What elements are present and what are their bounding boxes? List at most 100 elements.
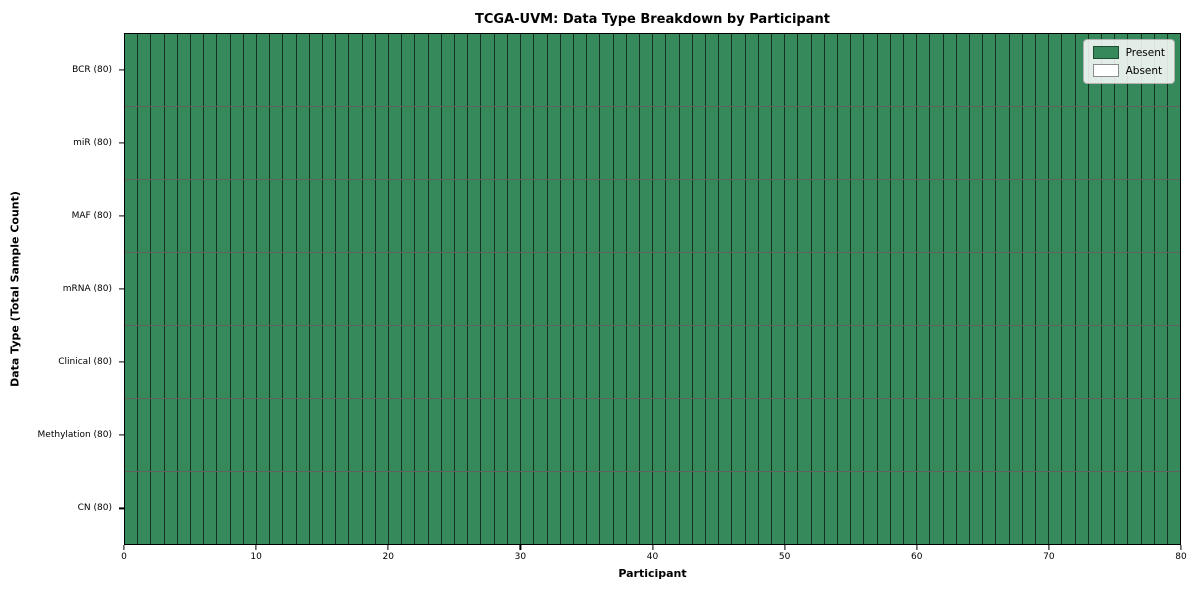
heatmap-cell xyxy=(1115,253,1129,325)
heatmap-cell xyxy=(679,472,693,544)
heatmap-cell xyxy=(336,399,350,471)
heatmap-cell xyxy=(1128,399,1142,471)
heatmap-cell xyxy=(257,34,271,106)
legend-entry-absent: Absent xyxy=(1092,64,1165,77)
y-axis-label: Data Type (Total Sample Count) xyxy=(8,191,22,387)
heatmap-row-methylation xyxy=(125,399,1181,472)
heatmap-cell xyxy=(468,472,482,544)
legend-swatch-icon xyxy=(1092,46,1119,59)
heatmap-cell xyxy=(692,399,706,471)
y-tick-label: Clinical (80) xyxy=(58,357,112,368)
heatmap-cell xyxy=(243,326,258,398)
heatmap-cell xyxy=(798,253,812,325)
heatmap-cell xyxy=(903,107,918,179)
heatmap-cell xyxy=(534,326,548,398)
heatmap-cell xyxy=(785,326,799,398)
heatmap-cell xyxy=(771,399,786,471)
heatmap-cell xyxy=(943,472,957,544)
heatmap-cell xyxy=(653,399,667,471)
y-tick-mark xyxy=(119,361,124,363)
x-tick-mark xyxy=(916,545,918,550)
heatmap-cell xyxy=(600,399,614,471)
heatmap-cell xyxy=(309,253,324,325)
heatmap-cell xyxy=(943,34,957,106)
heatmap-cell xyxy=(811,34,825,106)
heatmap-cell xyxy=(983,180,997,252)
heatmap-cell xyxy=(930,34,944,106)
heatmap-cell xyxy=(1009,180,1023,252)
heatmap-cell xyxy=(257,472,271,544)
heatmap-cell xyxy=(309,34,324,106)
heatmap-cell xyxy=(402,399,416,471)
heatmap-cell xyxy=(547,107,561,179)
heatmap-cell xyxy=(1075,107,1089,179)
heatmap-cell xyxy=(732,34,746,106)
heatmap-cell xyxy=(534,472,548,544)
heatmap-cell xyxy=(719,253,733,325)
heatmap-cell xyxy=(204,34,218,106)
heatmap-cell xyxy=(1022,107,1037,179)
heatmap-cell xyxy=(837,253,852,325)
heatmap-cell xyxy=(943,253,957,325)
heatmap-cell xyxy=(679,326,693,398)
heatmap-cell xyxy=(481,326,495,398)
heatmap-cell xyxy=(1036,253,1050,325)
heatmap-cell xyxy=(375,399,390,471)
heatmap-cell xyxy=(587,180,601,252)
heatmap-cell xyxy=(1075,472,1089,544)
heatmap-cell xyxy=(547,180,561,252)
heatmap-cell xyxy=(191,107,205,179)
x-tick-mark xyxy=(651,545,654,550)
heatmap-cell xyxy=(1062,326,1076,398)
heatmap-cell xyxy=(956,399,970,471)
heatmap-cell xyxy=(534,34,548,106)
heatmap-cell xyxy=(323,326,337,398)
y-axis-ticks: BCR (80) miR (80) MAF (80) mRNA (80) Clinica… xyxy=(0,33,124,545)
heatmap-cell xyxy=(151,326,165,398)
heatmap-cell xyxy=(653,326,667,398)
heatmap-cell xyxy=(1168,399,1181,471)
heatmap-cell xyxy=(1141,326,1155,398)
heatmap-cell xyxy=(1009,107,1023,179)
heatmap-cell xyxy=(336,472,350,544)
heatmap-cell xyxy=(837,107,852,179)
heatmap-cell xyxy=(732,472,746,544)
heatmap-cell xyxy=(798,34,812,106)
heatmap-cell xyxy=(613,107,627,179)
heatmap-cell xyxy=(415,326,429,398)
heatmap-cell xyxy=(1049,326,1063,398)
heatmap-cell xyxy=(428,34,442,106)
heatmap-cell xyxy=(270,253,284,325)
heatmap-cell xyxy=(1022,180,1037,252)
heatmap-cell xyxy=(204,472,218,544)
heatmap-cell xyxy=(1102,180,1116,252)
heatmap-cell xyxy=(943,326,957,398)
heatmap-cell xyxy=(930,326,944,398)
heatmap-cell xyxy=(243,253,258,325)
heatmap-cell xyxy=(415,253,429,325)
heatmap-cell xyxy=(732,399,746,471)
heatmap-cell xyxy=(389,472,403,544)
heatmap-cell xyxy=(851,472,865,544)
heatmap-cell xyxy=(177,472,192,544)
heatmap-cell xyxy=(441,472,456,544)
heatmap-cell xyxy=(389,399,403,471)
heatmap-cell xyxy=(613,34,627,106)
heatmap-cell xyxy=(890,399,904,471)
heatmap-cell xyxy=(692,107,706,179)
heatmap-cell xyxy=(1128,472,1142,544)
heatmap-cell xyxy=(507,326,522,398)
heatmap-cell xyxy=(653,472,667,544)
heatmap-cell xyxy=(758,399,772,471)
heatmap-cell xyxy=(1062,253,1076,325)
heatmap-cell xyxy=(1088,399,1103,471)
heatmap-cell xyxy=(653,180,667,252)
x-tick-mark xyxy=(1180,545,1182,550)
heatmap-cell xyxy=(1168,326,1181,398)
heatmap-cell xyxy=(494,34,508,106)
x-tick-mark xyxy=(1048,545,1050,550)
heatmap-cell xyxy=(138,253,152,325)
heatmap-cell xyxy=(362,34,376,106)
x-axis-label: Participant xyxy=(618,567,687,580)
heatmap-cell xyxy=(679,253,693,325)
